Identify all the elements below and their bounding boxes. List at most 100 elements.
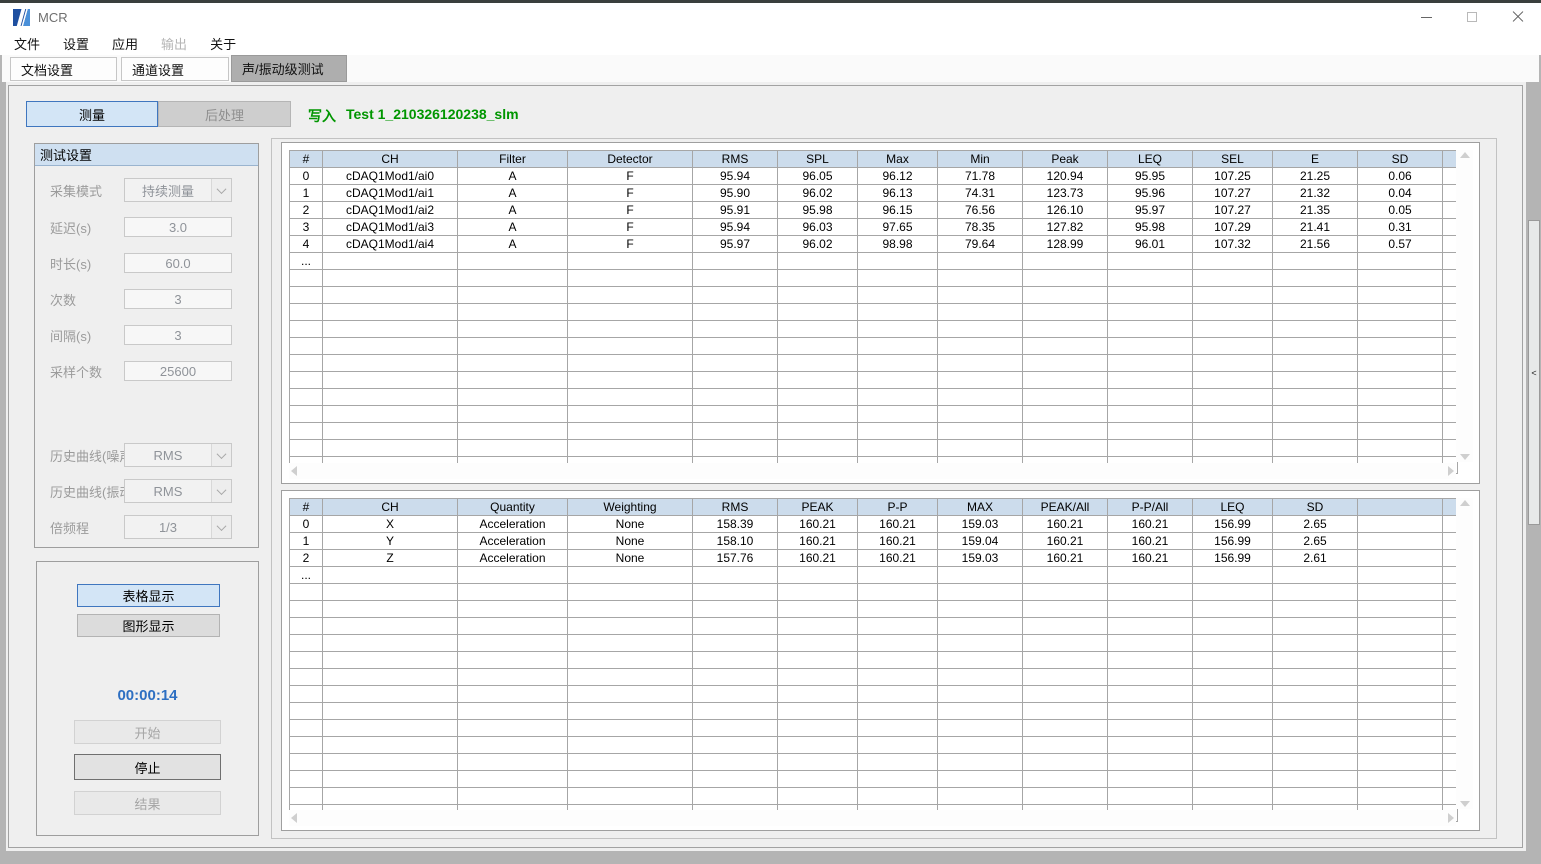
cell[interactable]: 95.94 — [692, 218, 778, 236]
column-header[interactable]: SD — [1272, 498, 1358, 516]
cell[interactable]: 95.98 — [1107, 218, 1193, 236]
cell[interactable]: A — [457, 184, 568, 202]
cell[interactable]: cDAQ1Mod1/ai2 — [322, 201, 458, 219]
cell[interactable]: 0 — [289, 515, 323, 533]
cell[interactable]: cDAQ1Mod1/ai3 — [322, 218, 458, 236]
column-header[interactable]: Detector — [567, 150, 693, 168]
cell[interactable]: 120.94 — [1022, 167, 1108, 185]
cell[interactable]: 76.56 — [937, 201, 1023, 219]
cell[interactable]: Acceleration — [457, 549, 568, 567]
cell[interactable]: 96.15 — [857, 201, 938, 219]
cell[interactable]: 157.76 — [692, 549, 778, 567]
column-header[interactable]: PEAK — [777, 498, 858, 516]
tab-sound-vibration-test[interactable]: 声/振动级测试 — [231, 55, 347, 82]
cell[interactable]: 95.97 — [692, 235, 778, 253]
column-header[interactable]: Weighting — [567, 498, 693, 516]
cell[interactable]: 2 — [289, 201, 323, 219]
duration-field[interactable]: 60.0 — [124, 253, 232, 273]
cell[interactable]: 95.98 — [777, 201, 858, 219]
cell[interactable]: 21.41 — [1272, 218, 1358, 236]
column-header[interactable]: Max — [857, 150, 938, 168]
cell[interactable]: F — [567, 184, 693, 202]
cell[interactable]: 107.29 — [1192, 218, 1273, 236]
cell[interactable] — [1442, 515, 1458, 533]
cell[interactable]: 21.56 — [1272, 235, 1358, 253]
cell[interactable]: 0.04 — [1357, 184, 1443, 202]
column-header[interactable]: MAX — [937, 498, 1023, 516]
cell[interactable]: 160.21 — [1107, 549, 1193, 567]
cell[interactable]: 79.64 — [937, 235, 1023, 253]
cell[interactable]: cDAQ1Mod1/ai1 — [322, 184, 458, 202]
cell[interactable]: 158.10 — [692, 532, 778, 550]
cell[interactable] — [1357, 549, 1443, 567]
noise-vertical-scrollbar[interactable] — [1456, 150, 1473, 462]
column-header[interactable]: Min — [937, 150, 1023, 168]
cell[interactable]: None — [567, 515, 693, 533]
cell[interactable]: 2.65 — [1272, 532, 1358, 550]
cell[interactable]: 0.05 — [1357, 201, 1443, 219]
postprocess-mode-button[interactable]: 后处理 — [158, 101, 291, 127]
cell[interactable]: 160.21 — [1022, 515, 1108, 533]
column-header[interactable]: SD — [1357, 150, 1443, 168]
cell[interactable]: X — [322, 515, 458, 533]
menu-application[interactable]: 应用 — [112, 36, 139, 52]
cell[interactable]: 74.31 — [937, 184, 1023, 202]
scroll-left-icon[interactable] — [291, 813, 297, 823]
vibration-vertical-scrollbar[interactable] — [1456, 498, 1473, 809]
vibration-horizontal-scrollbar[interactable] — [289, 810, 1456, 826]
cell[interactable]: Acceleration — [457, 532, 568, 550]
column-header[interactable]: RMS — [692, 150, 778, 168]
scroll-up-icon[interactable] — [1459, 152, 1470, 158]
cell[interactable] — [1357, 532, 1443, 550]
cell[interactable]: 96.01 — [1107, 235, 1193, 253]
cell[interactable]: 21.25 — [1272, 167, 1358, 185]
cell[interactable]: 78.35 — [937, 218, 1023, 236]
cell[interactable]: 21.35 — [1272, 201, 1358, 219]
column-header[interactable]: SPL — [777, 150, 858, 168]
cell[interactable]: 96.02 — [777, 184, 858, 202]
column-header[interactable]: CH — [322, 150, 458, 168]
cell[interactable]: 3 — [289, 218, 323, 236]
cell[interactable] — [1442, 167, 1458, 185]
graph-display-button[interactable]: 图形显示 — [77, 614, 220, 637]
column-header[interactable]: PEAK/All — [1022, 498, 1108, 516]
menu-settings[interactable]: 设置 — [63, 36, 90, 52]
cell[interactable]: None — [567, 549, 693, 567]
column-header[interactable]: P-P/All — [1107, 498, 1193, 516]
stop-button[interactable]: 停止 — [74, 754, 221, 780]
delay-field[interactable]: 3.0 — [124, 217, 232, 237]
cell[interactable]: 0.57 — [1357, 235, 1443, 253]
cell[interactable]: 95.95 — [1107, 167, 1193, 185]
cell[interactable]: Z — [322, 549, 458, 567]
cell[interactable]: 96.05 — [777, 167, 858, 185]
menu-file[interactable]: 文件 — [14, 36, 41, 52]
cell[interactable]: 4 — [289, 235, 323, 253]
cell[interactable]: 160.21 — [777, 532, 858, 550]
interval-field[interactable]: 3 — [124, 325, 232, 345]
count-field[interactable]: 3 — [124, 289, 232, 309]
cell[interactable]: 95.91 — [692, 201, 778, 219]
column-header[interactable]: P-P — [857, 498, 938, 516]
cell[interactable]: 160.21 — [777, 515, 858, 533]
cell[interactable]: A — [457, 167, 568, 185]
cell[interactable]: 160.21 — [777, 549, 858, 567]
column-header[interactable]: # — [289, 498, 323, 516]
cell[interactable]: 156.99 — [1192, 532, 1273, 550]
column-header[interactable]: Quantity — [457, 498, 568, 516]
cell[interactable]: 107.27 — [1192, 201, 1273, 219]
cell[interactable]: Acceleration — [457, 515, 568, 533]
cell[interactable]: Y — [322, 532, 458, 550]
cell[interactable]: F — [567, 218, 693, 236]
column-header[interactable]: RMS — [692, 498, 778, 516]
cell[interactable]: 2.61 — [1272, 549, 1358, 567]
cell[interactable]: 107.32 — [1192, 235, 1273, 253]
cell[interactable]: 159.03 — [937, 549, 1023, 567]
cell[interactable]: 160.21 — [857, 549, 938, 567]
scroll-left-icon[interactable] — [291, 466, 297, 476]
cell[interactable]: 159.04 — [937, 532, 1023, 550]
cell[interactable]: 98.98 — [857, 235, 938, 253]
scroll-down-icon[interactable] — [1459, 454, 1470, 460]
history-curve-vibration-select[interactable]: RMS — [124, 479, 232, 503]
cell[interactable]: 107.25 — [1192, 167, 1273, 185]
cell[interactable]: 123.73 — [1022, 184, 1108, 202]
